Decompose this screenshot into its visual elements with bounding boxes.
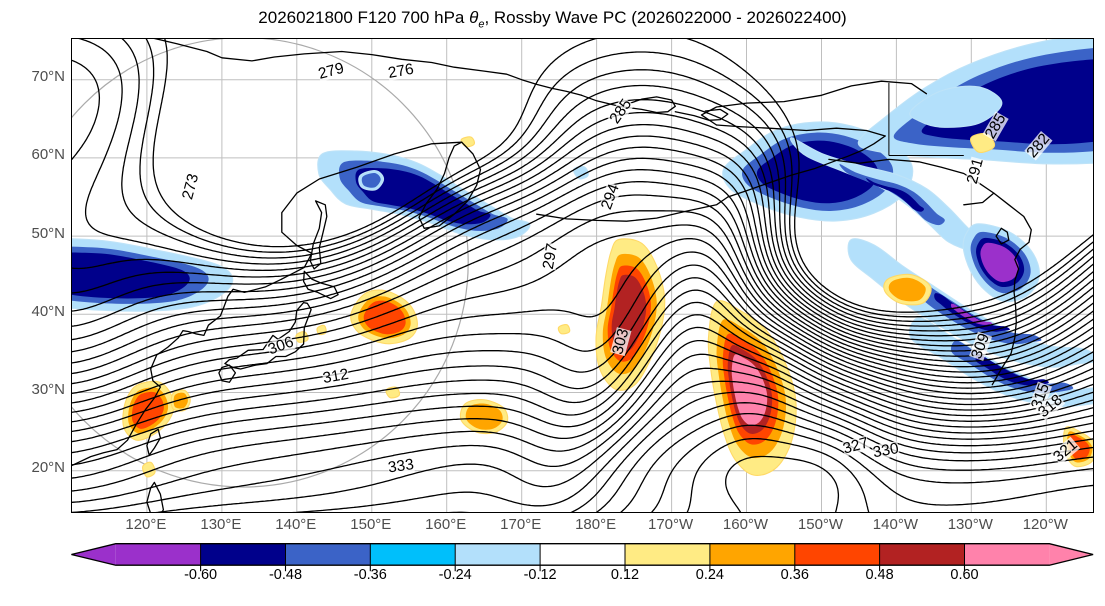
svg-text:291: 291 [964,156,987,185]
svg-text:312: 312 [321,365,349,386]
svg-text:273: 273 [179,171,202,200]
svg-text:327: 327 [841,434,870,457]
svg-text:276: 276 [387,60,415,81]
svg-text:297: 297 [540,242,561,270]
svg-text:333: 333 [387,456,415,476]
svg-text:294: 294 [598,181,623,211]
svg-text:306: 306 [266,333,296,358]
